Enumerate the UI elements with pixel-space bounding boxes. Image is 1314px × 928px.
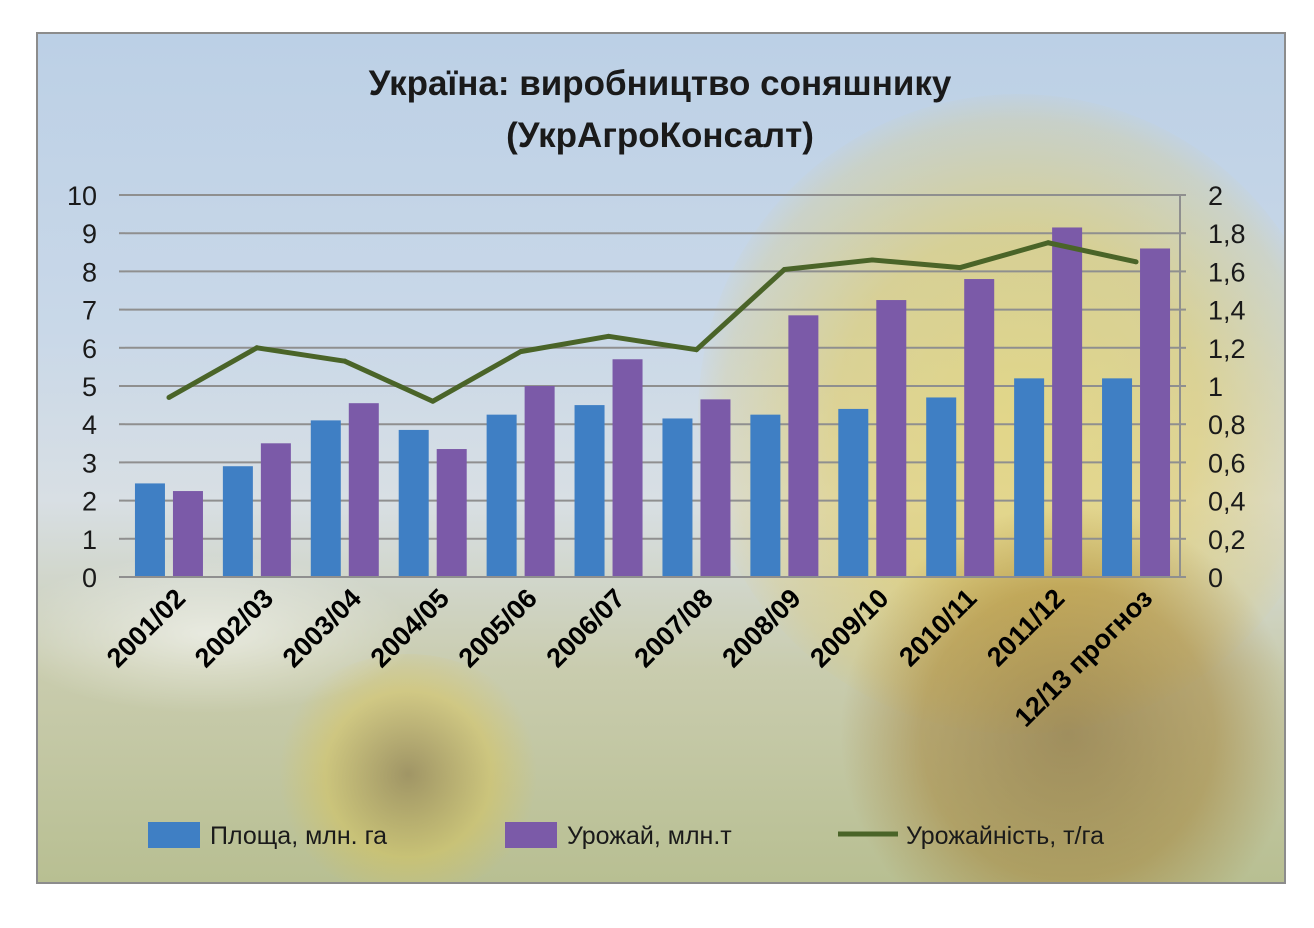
left-axis-tick-label: 9 [82, 219, 97, 249]
yield-point [606, 333, 612, 339]
bar-area-2002/03 [222, 466, 253, 577]
legend-swatch-1 [505, 822, 557, 848]
legend-swatch-0 [148, 822, 200, 848]
bar-harvest-2008/09 [788, 315, 819, 577]
yield-point [518, 349, 524, 355]
x-axis-label: 2004/05 [365, 583, 455, 673]
left-axis-tick-label: 7 [82, 296, 97, 326]
right-axis-tick-label: 1,4 [1208, 296, 1246, 326]
yield-point [342, 358, 348, 364]
bar-harvest-2011/12 [1052, 227, 1083, 577]
bar-harvest-2010/11 [964, 279, 995, 577]
bar-harvest-2005/06 [524, 386, 555, 577]
yield-point [1133, 259, 1139, 265]
chart-frame [36, 32, 1286, 884]
right-axis-tick-label: 0 [1208, 563, 1223, 593]
yield-point [957, 265, 963, 271]
left-axis-tick-label: 5 [82, 372, 97, 402]
left-axis-tick-label: 6 [82, 334, 97, 364]
bar-harvest-2006/07 [612, 359, 643, 577]
yield-series-line [167, 240, 1137, 404]
right-axis-tick-label: 1,6 [1208, 257, 1246, 287]
bar-area-2008/09 [750, 414, 781, 577]
right-axis-tick-label: 0,8 [1208, 410, 1246, 440]
x-axis-label: 2005/06 [453, 583, 543, 673]
yield-point [254, 345, 260, 351]
bar-area-2010/11 [926, 397, 957, 577]
legend-label: Урожай, млн.т [567, 822, 732, 850]
yield-point [869, 257, 875, 263]
x-axis-label: 2003/04 [277, 583, 367, 673]
right-axis-tick-label: 0,4 [1208, 487, 1246, 517]
yield-point [166, 394, 172, 400]
bar-harvest-2004/05 [436, 449, 467, 577]
x-axis-label: 2007/08 [628, 583, 718, 673]
x-axis-label: 2001/02 [101, 583, 191, 673]
x-axis-label: 2008/09 [716, 583, 806, 673]
chart-subtitle: (УкрАгроКонсалт) [506, 116, 814, 155]
bar-area-2011/12 [1014, 378, 1045, 577]
right-axis-tick-label: 1,2 [1208, 334, 1246, 364]
legend: Площа, млн. га Урожай, млн.т Урожайність, … [148, 822, 1104, 850]
bar-area-2003/04 [310, 420, 341, 577]
bar-harvest-12/13 прогноз [1140, 248, 1171, 578]
bar-harvest-2003/04 [348, 403, 379, 577]
gridlines [125, 194, 1180, 540]
left-axis-tick-label: 10 [67, 181, 97, 211]
legend-label: Урожайність, т/га [906, 822, 1104, 850]
x-axis-label: 2011/12 [981, 583, 1070, 672]
cloud-background [38, 554, 418, 714]
bar-area-12/13 прогноз [1102, 378, 1133, 577]
left-axis-tick-label: 8 [82, 257, 97, 287]
right-axis-tick-label: 1,8 [1208, 219, 1246, 249]
left-axis-tick-label: 2 [82, 487, 97, 517]
left-axis-tick-label: 0 [82, 563, 97, 593]
bar-harvest-2009/10 [876, 300, 907, 577]
bar-area-2009/10 [838, 408, 869, 577]
chart-title: Україна: виробництво соняшнику [369, 64, 952, 103]
right-axis-tick-label: 0,6 [1208, 448, 1246, 478]
left-axis-tick-label: 4 [82, 410, 97, 440]
x-axis-label: 2010/11 [893, 583, 982, 672]
right-axis-tick-label: 0,2 [1208, 525, 1246, 555]
yield-point [781, 266, 787, 272]
bar-area-2001/02 [134, 483, 165, 577]
left-axis-tick-label: 3 [82, 448, 97, 478]
x-axis-label: 2009/10 [804, 583, 894, 673]
left-axis-tick-label: 1 [82, 525, 97, 555]
bar-area-2006/07 [574, 405, 605, 577]
bar-harvest-2002/03 [260, 443, 291, 577]
legend-label: Площа, млн. га [210, 822, 387, 850]
bar-area-2005/06 [486, 414, 517, 577]
yield-point [1045, 240, 1051, 246]
bars [134, 227, 1171, 578]
bar-area-2007/08 [662, 418, 693, 577]
bar-harvest-2007/08 [700, 399, 731, 577]
right-axis-tick-label: 1 [1208, 372, 1223, 402]
yield-point [693, 347, 699, 353]
yield-line [166, 240, 1139, 404]
yield-point [430, 398, 436, 404]
right-axis-tick-label: 2 [1208, 181, 1223, 211]
bar-area-2004/05 [398, 429, 429, 577]
x-axis-label: 2006/07 [541, 583, 631, 673]
bar-harvest-2001/02 [172, 491, 203, 577]
x-axis-label: 2002/03 [189, 583, 279, 673]
